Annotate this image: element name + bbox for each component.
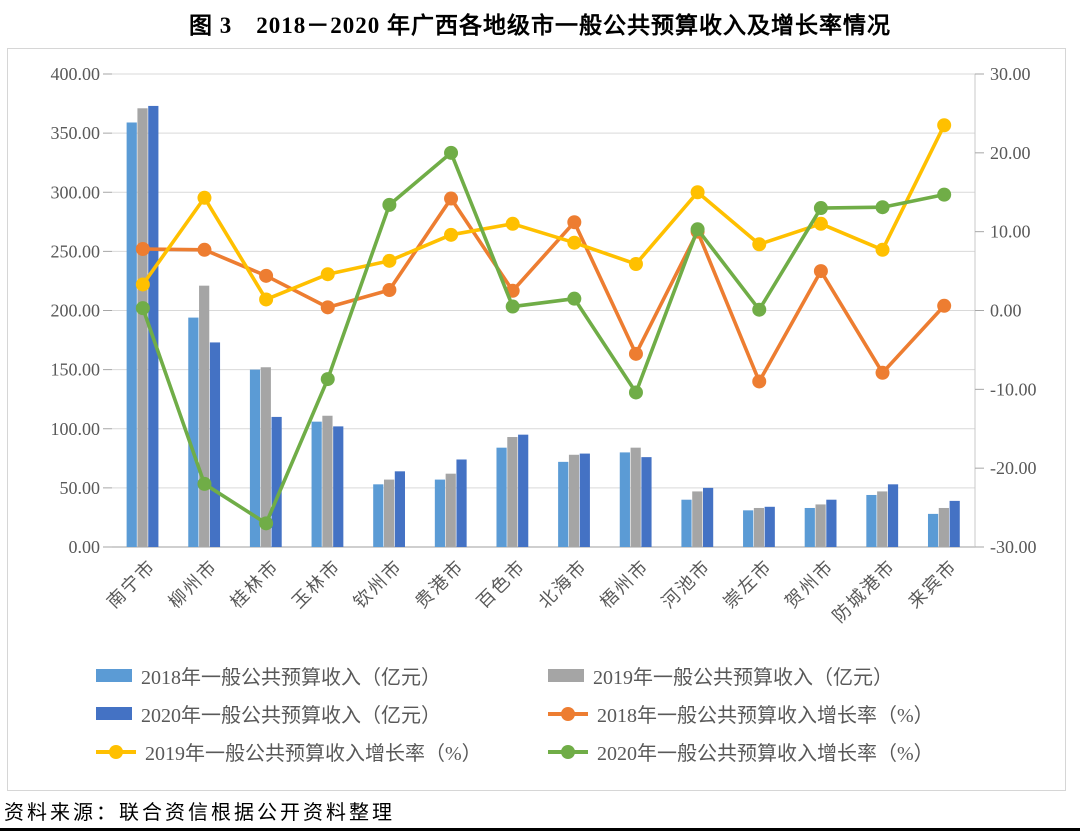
svg-text:贺州市: 贺州市 <box>781 556 838 613</box>
bottom-rule <box>0 828 1080 831</box>
svg-text:防城港市: 防城港市 <box>829 556 900 627</box>
legend-label-2018-growth: 2018年一般公共预算收入增长率（%） <box>597 705 934 727</box>
line-2020-growth <box>135 145 952 531</box>
svg-text:10.00: 10.00 <box>990 222 1031 242</box>
legend-item-2018-growth: 2018年一般公共预算收入增长率（%） <box>548 701 1065 727</box>
left-axis-tick-labels: 0.00 50.00 100.00 150.00 200.00 250.00 300.00 3… <box>51 64 101 557</box>
chart-legend: 2018年一般公共预算收入（亿元） 2019年一般公共预算收入（亿元） 2020… <box>96 663 1065 765</box>
right-axis-tick-labels: -30.00 -20.00 -10.00 0.00 10.00 20.00 30.00 <box>990 64 1037 557</box>
svg-text:钦州市: 钦州市 <box>350 556 407 613</box>
x-axis-category-labels: 南宁市 柳州市 桂林市 玉林市 钦州市 贵港市 百色市 北海市 梧州市 河池市 崇左市 贺州市防城港市… <box>103 556 961 627</box>
svg-text:梧州市: 梧州市 <box>596 556 653 613</box>
svg-text:200.00: 200.00 <box>51 301 101 321</box>
svg-text:南宁市: 南宁市 <box>103 556 160 613</box>
svg-text:300.00: 300.00 <box>51 182 101 202</box>
legend-label-2018-revenue: 2018年一般公共预算收入（亿元） <box>141 667 441 689</box>
svg-text:来宾市: 来宾市 <box>904 556 961 613</box>
svg-text:100.00: 100.00 <box>51 419 101 439</box>
svg-text:30.00: 30.00 <box>990 64 1031 84</box>
legend-line-dot-marker-2020-growth <box>548 744 588 760</box>
legend-item-2018-revenue: 2018年一般公共预算收入（亿元） <box>96 663 548 689</box>
line-2018-growth <box>135 191 952 389</box>
svg-text:350.00: 350.00 <box>51 123 101 143</box>
legend-swatch-2019-revenue <box>548 669 584 682</box>
legend-label-2019-revenue: 2019年一般公共预算收入（亿元） <box>593 667 893 689</box>
legend-line-dot-marker-2019-growth <box>96 744 136 760</box>
line-2019-growth <box>135 118 952 307</box>
gridlines <box>103 73 984 548</box>
svg-text:400.00: 400.00 <box>51 64 101 84</box>
svg-text:玉林市: 玉林市 <box>288 556 345 613</box>
combo-chart: 0.00 50.00 100.00 150.00 200.00 250.00 300.00 3… <box>51 64 1037 627</box>
svg-text:北海市: 北海市 <box>535 556 592 613</box>
svg-text:-30.00: -30.00 <box>990 537 1037 557</box>
bars-2018-revenue <box>126 122 939 548</box>
legend-label-2020-revenue: 2020年一般公共预算收入（亿元） <box>141 705 441 727</box>
svg-text:河池市: 河池市 <box>658 556 715 613</box>
bars-2019-revenue <box>137 108 949 548</box>
chart-frame: 0.00 50.00 100.00 150.00 200.00 250.00 300.00 3… <box>7 48 1066 791</box>
legend-swatch-2018-revenue <box>96 669 132 682</box>
svg-text:0.00: 0.00 <box>69 537 101 557</box>
svg-text:贵港市: 贵港市 <box>411 556 468 613</box>
svg-text:崇左市: 崇左市 <box>720 556 777 613</box>
svg-text:百色市: 百色市 <box>473 556 530 613</box>
svg-text:0.00: 0.00 <box>990 301 1022 321</box>
source-note: 资料来源：联合资信根据公开资料整理 <box>4 802 395 824</box>
svg-text:20.00: 20.00 <box>990 143 1031 163</box>
bars-2020-revenue <box>148 105 960 548</box>
legend-label-2019-growth: 2019年一般公共预算收入增长率（%） <box>145 743 482 765</box>
svg-text:-10.00: -10.00 <box>990 379 1037 399</box>
svg-text:250.00: 250.00 <box>51 241 101 261</box>
legend-label-2020-growth: 2020年一般公共预算收入增长率（%） <box>597 743 934 765</box>
legend-item-2019-growth: 2019年一般公共预算收入增长率（%） <box>96 739 548 765</box>
svg-text:-20.00: -20.00 <box>990 458 1037 478</box>
svg-text:50.00: 50.00 <box>60 478 101 498</box>
svg-text:150.00: 150.00 <box>51 360 101 380</box>
legend-line-dot-marker-2018-growth <box>548 706 588 722</box>
svg-text:桂林市: 桂林市 <box>226 556 283 613</box>
legend-item-2020-revenue: 2020年一般公共预算收入（亿元） <box>96 701 548 727</box>
legend-item-2019-revenue: 2019年一般公共预算收入（亿元） <box>548 663 1065 689</box>
legend-item-2020-growth: 2020年一般公共预算收入增长率（%） <box>548 739 1065 765</box>
figure-title: 图 3 2018－2020 年广西各地级市一般公共预算收入及增长率情况 <box>189 13 891 38</box>
legend-swatch-2020-revenue <box>96 707 132 720</box>
svg-text:柳州市: 柳州市 <box>165 556 222 613</box>
